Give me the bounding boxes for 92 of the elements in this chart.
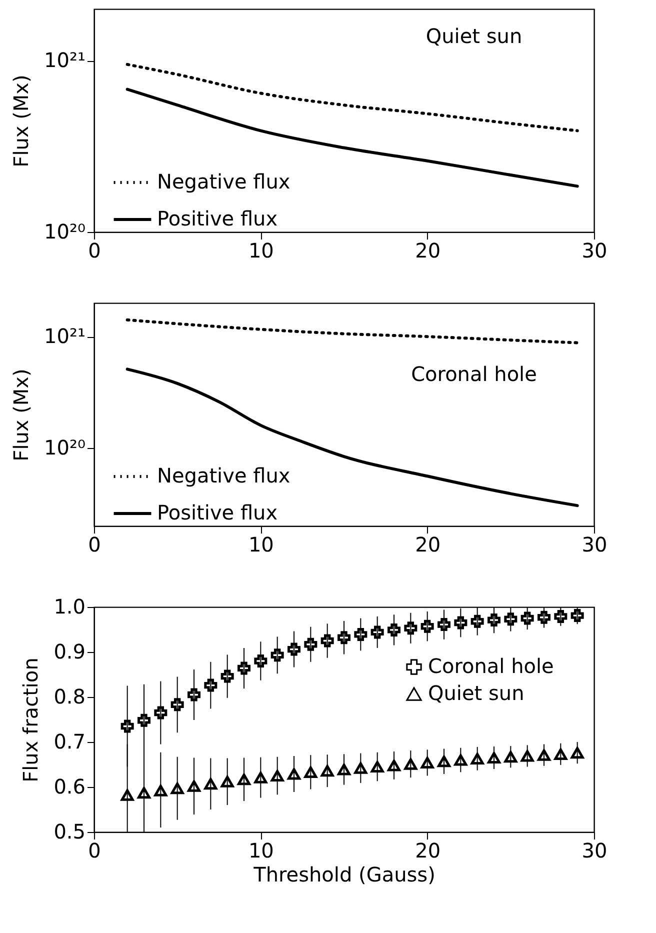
y-tick-label: 10²⁰ — [44, 220, 86, 244]
point — [254, 772, 268, 784]
point — [288, 642, 300, 656]
point — [288, 768, 300, 780]
y-tick-label: 0.8 — [54, 684, 86, 708]
y-tick-label: 10²¹ — [44, 48, 86, 72]
point — [204, 778, 218, 790]
point — [354, 762, 368, 774]
x-tick-label: 10 — [248, 838, 274, 862]
point — [238, 774, 250, 786]
x-tick-label: 0 — [88, 532, 101, 556]
y-tick-label: 0.6 — [54, 774, 86, 798]
legend-label: Negative flux — [157, 170, 290, 194]
point — [304, 766, 318, 778]
x-tick-label: 20 — [415, 532, 441, 556]
point — [320, 765, 334, 777]
y-tick-label: 0.7 — [54, 730, 86, 754]
y-axis-title: Flux (Mx) — [9, 368, 34, 462]
point — [138, 714, 150, 727]
annotation: Coronal hole — [411, 362, 537, 386]
x-tick-label: 30 — [582, 238, 608, 262]
point — [154, 706, 168, 720]
x-tick-label: 20 — [415, 838, 441, 862]
point — [554, 610, 568, 623]
point — [488, 614, 500, 627]
legend-label: Negative flux — [157, 464, 290, 488]
point — [270, 648, 284, 662]
point — [170, 782, 184, 794]
point — [254, 654, 268, 668]
point — [438, 618, 450, 632]
point — [170, 698, 184, 712]
point — [120, 720, 134, 733]
y-axis-title: Flux (Mx) — [9, 74, 34, 168]
x-tick-label: 10 — [248, 532, 274, 556]
point — [138, 787, 150, 799]
point — [504, 751, 518, 763]
point — [470, 752, 484, 764]
point — [570, 609, 584, 622]
x-axis-title: Threshold (Gauss) — [252, 862, 436, 886]
point — [520, 612, 534, 625]
point — [420, 620, 434, 633]
y-tick-label: 1.0 — [54, 594, 86, 618]
point — [370, 626, 384, 639]
line-series — [126, 318, 579, 344]
point — [504, 612, 518, 626]
x-tick-label: 20 — [415, 238, 441, 262]
point — [388, 623, 400, 636]
point — [238, 662, 250, 675]
point — [120, 789, 134, 801]
legend-label: Positive flux — [157, 206, 278, 230]
y-axis-title: Flux fraction — [18, 658, 43, 782]
point — [404, 622, 418, 635]
x-tick-label: 0 — [88, 838, 101, 862]
point — [538, 749, 550, 761]
point — [320, 634, 334, 648]
point — [554, 748, 568, 760]
y-tick-label: 0.5 — [54, 820, 86, 844]
point — [338, 631, 350, 644]
point — [538, 610, 550, 624]
y-tick-label: 0.9 — [54, 640, 86, 664]
point — [388, 760, 400, 772]
point — [454, 616, 468, 630]
point — [188, 688, 200, 702]
point — [570, 747, 584, 759]
legend-label: Coronal hole — [428, 654, 554, 678]
point — [420, 756, 434, 768]
point — [270, 770, 284, 782]
point — [188, 780, 200, 792]
point — [154, 784, 168, 796]
point — [488, 752, 500, 764]
point — [354, 628, 368, 641]
point — [454, 754, 468, 766]
y-tick-label: 10²⁰ — [44, 436, 86, 460]
x-tick-label: 10 — [248, 238, 274, 262]
point — [520, 750, 534, 762]
point — [338, 764, 350, 776]
x-tick-label: 30 — [582, 532, 608, 556]
point — [370, 760, 384, 773]
y-tick-label: 10²¹ — [44, 324, 86, 348]
point — [438, 756, 450, 768]
point — [404, 758, 418, 770]
legend-label: Quiet sun — [428, 681, 524, 705]
legend-label: Positive flux — [157, 500, 278, 524]
point — [220, 776, 234, 788]
x-tick-label: 30 — [582, 838, 608, 862]
point — [304, 638, 318, 651]
line-series — [126, 62, 579, 132]
point — [204, 678, 218, 692]
x-tick-label: 0 — [88, 238, 101, 262]
point — [220, 670, 234, 683]
point — [470, 614, 484, 628]
annotation: Quiet sun — [426, 24, 522, 48]
